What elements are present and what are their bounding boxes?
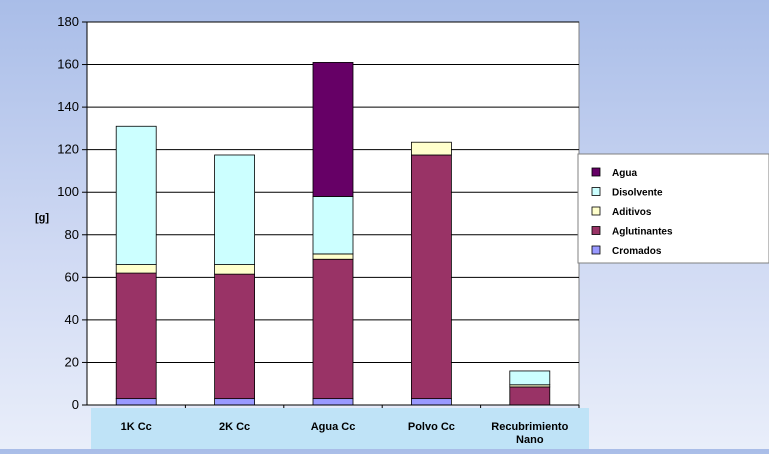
legend-box [577, 153, 769, 264]
x-category-label: Nano [516, 434, 544, 446]
bar-segment-aditivos [410, 141, 452, 156]
y-tick-label: 40 [65, 312, 79, 327]
y-tick-label: 180 [57, 14, 79, 29]
x-category-label: Polvo Cc [408, 421, 455, 433]
y-tick-label: 20 [65, 354, 79, 369]
y-tick-label: 140 [57, 99, 79, 114]
x-category-band [91, 408, 589, 449]
x-category-labels: 1K Cc 2K Cc Agua Cc Polvo Cc RecubrimientoNa… [121, 421, 569, 446]
bar-segment-disolvente [312, 196, 354, 255]
bar-segment-agua [312, 62, 354, 197]
bar-segment-aditivos [115, 264, 157, 274]
y-axis-label: [g] [35, 212, 49, 224]
legend-swatch [591, 167, 601, 177]
bar-segment-aglutinantes [410, 154, 452, 400]
bar-segment-cromados [115, 398, 157, 406]
bar-segment-aditivos [312, 253, 354, 260]
legend-swatch [591, 226, 601, 235]
y-tick-label: 120 [57, 142, 79, 157]
legend-label: Aglutinantes [612, 227, 673, 238]
bars [87, 62, 580, 410]
bar-segment-aglutinantes [312, 258, 354, 400]
x-category-label: Agua Cc [311, 421, 356, 433]
bar-segment-cromados [312, 398, 354, 406]
legend-label: Aditivos [612, 207, 652, 218]
y-tick-label: 100 [57, 184, 79, 199]
bar-segment-aglutinantes [214, 273, 256, 400]
legend: Agua Disolvente Aditivos Aglutinantes Cromad… [577, 153, 769, 264]
bar-segment-disolvente [214, 154, 256, 265]
legend-label: Disolvente [612, 188, 663, 199]
y-tick-label: 160 [57, 57, 79, 72]
x-category-label: 1K Cc [121, 421, 152, 433]
bar-segment-cromados [214, 398, 256, 406]
legend-label: Agua [612, 168, 637, 179]
bar-segment-aditivos [214, 264, 256, 275]
legend-label: Cromados [612, 246, 662, 257]
y-tick-label: 0 [72, 397, 79, 412]
bar-segment-aglutinantes [509, 386, 551, 406]
legend-swatch [591, 206, 601, 216]
x-category-label: 2K Cc [219, 421, 250, 433]
bar-segment-disolvente [509, 370, 551, 386]
bar-segment-disolvente [115, 125, 157, 265]
legend-swatch [591, 245, 601, 255]
y-tick-label: 80 [65, 227, 79, 242]
x-category-label: Recubrimiento [491, 421, 568, 433]
y-tick-label: 60 [65, 269, 79, 284]
y-ticks: 0 20 40 60 80 100 120 140 160 180 [57, 14, 88, 412]
bar-segment-cromados [410, 398, 452, 406]
legend-swatch [591, 187, 601, 196]
bar-segment-aglutinantes [115, 272, 157, 400]
